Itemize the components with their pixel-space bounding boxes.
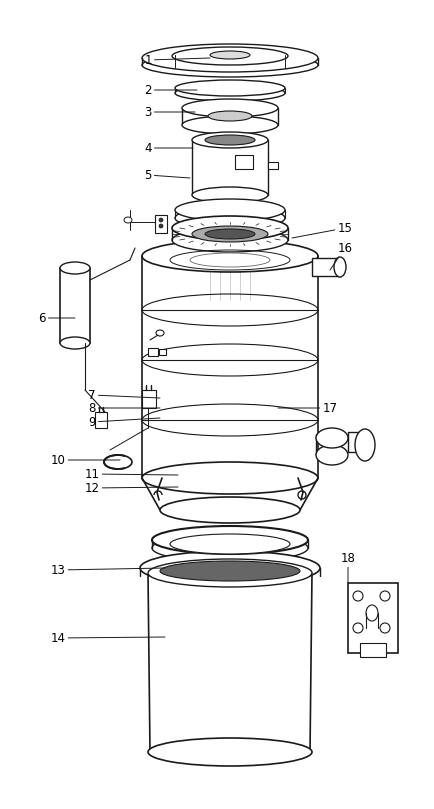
Ellipse shape xyxy=(204,229,254,239)
Text: 6: 6 xyxy=(38,311,75,324)
Ellipse shape xyxy=(151,534,307,562)
Ellipse shape xyxy=(148,559,311,587)
Ellipse shape xyxy=(60,262,90,274)
Ellipse shape xyxy=(352,623,362,633)
Ellipse shape xyxy=(141,462,317,494)
Ellipse shape xyxy=(171,228,287,252)
Ellipse shape xyxy=(315,428,347,448)
Ellipse shape xyxy=(181,99,277,117)
Ellipse shape xyxy=(141,53,317,77)
Ellipse shape xyxy=(140,551,319,585)
Ellipse shape xyxy=(204,135,254,145)
Ellipse shape xyxy=(207,111,251,121)
Ellipse shape xyxy=(151,526,307,554)
Ellipse shape xyxy=(124,217,132,223)
Ellipse shape xyxy=(174,80,284,96)
Bar xyxy=(159,349,166,355)
Ellipse shape xyxy=(160,561,299,581)
Ellipse shape xyxy=(379,591,389,601)
Text: 2: 2 xyxy=(144,83,197,96)
Text: 8: 8 xyxy=(88,401,160,414)
Ellipse shape xyxy=(170,534,289,554)
Text: 15: 15 xyxy=(291,222,352,238)
Ellipse shape xyxy=(141,44,317,72)
Ellipse shape xyxy=(191,132,267,148)
Text: 12: 12 xyxy=(84,481,178,494)
Ellipse shape xyxy=(354,429,374,461)
Ellipse shape xyxy=(174,207,284,229)
Ellipse shape xyxy=(171,216,287,240)
Text: 16: 16 xyxy=(329,242,352,270)
Ellipse shape xyxy=(141,240,317,272)
Bar xyxy=(148,348,158,356)
Bar xyxy=(359,643,385,657)
Bar xyxy=(347,583,397,653)
Text: 13: 13 xyxy=(50,564,164,577)
Text: 14: 14 xyxy=(50,632,164,645)
Ellipse shape xyxy=(159,224,163,228)
Text: 3: 3 xyxy=(144,105,194,118)
Text: 7: 7 xyxy=(88,388,160,401)
Ellipse shape xyxy=(191,187,267,203)
Ellipse shape xyxy=(333,257,345,277)
Ellipse shape xyxy=(191,226,267,242)
Bar xyxy=(95,412,107,428)
Bar xyxy=(60,268,90,343)
Ellipse shape xyxy=(171,47,287,65)
Ellipse shape xyxy=(379,623,389,633)
Ellipse shape xyxy=(159,218,163,222)
Bar xyxy=(311,258,339,276)
Text: 18: 18 xyxy=(340,552,355,583)
Text: 4: 4 xyxy=(144,142,193,155)
Text: 17: 17 xyxy=(277,401,337,414)
Bar xyxy=(141,390,156,408)
Ellipse shape xyxy=(210,51,250,59)
Ellipse shape xyxy=(365,605,377,621)
Ellipse shape xyxy=(181,116,277,134)
Text: 11: 11 xyxy=(84,468,178,481)
Bar xyxy=(234,155,253,169)
Text: 10: 10 xyxy=(50,454,120,467)
Ellipse shape xyxy=(174,199,284,221)
Ellipse shape xyxy=(160,497,299,523)
Bar xyxy=(267,162,277,169)
Ellipse shape xyxy=(60,337,90,349)
Text: 5: 5 xyxy=(144,168,190,181)
Text: 9: 9 xyxy=(88,416,160,429)
Ellipse shape xyxy=(315,445,347,465)
Ellipse shape xyxy=(104,455,132,469)
Text: 1: 1 xyxy=(144,53,210,66)
Ellipse shape xyxy=(174,85,284,101)
Ellipse shape xyxy=(352,591,362,601)
Bar xyxy=(155,215,167,233)
Ellipse shape xyxy=(148,738,311,766)
